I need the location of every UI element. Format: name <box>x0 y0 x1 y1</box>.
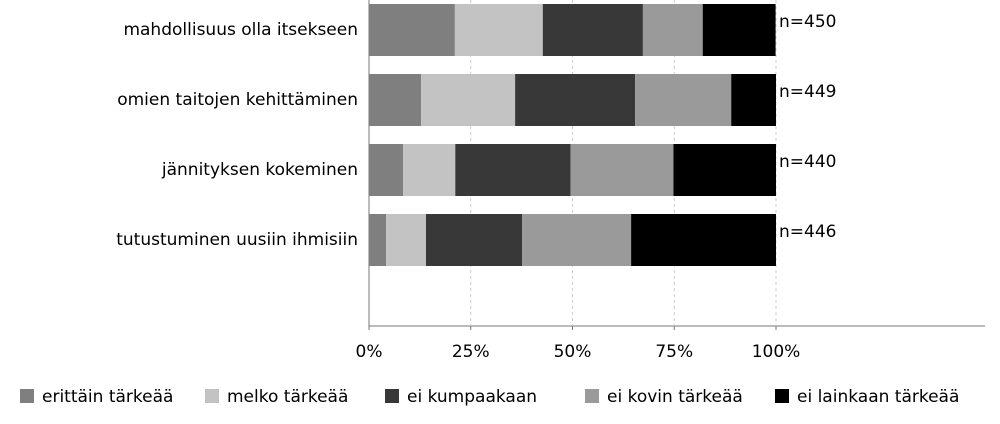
bar-segment <box>454 4 543 56</box>
bar-segment <box>642 4 703 56</box>
legend-label: ei kovin tärkeää <box>607 387 743 407</box>
legend-swatch <box>585 389 599 403</box>
bar-segment <box>673 144 776 196</box>
legend-swatch <box>775 389 789 403</box>
legend-swatch <box>385 389 399 403</box>
category-label: mahdollisuus olla itsekseen <box>123 20 358 40</box>
legend-label: ei kumpaakaan <box>407 387 537 407</box>
n-label: n=450 <box>779 12 836 32</box>
category-label: jännityksen kokeminen <box>161 160 358 180</box>
n-label: n=440 <box>779 152 836 172</box>
x-tick-label: 75% <box>655 342 693 362</box>
legend-label: melko tärkeää <box>227 387 348 407</box>
bar-segment <box>631 214 776 266</box>
bar-segment <box>369 144 404 196</box>
x-tick-label: 50% <box>554 342 592 362</box>
bar-segment <box>731 74 776 126</box>
bar-segment <box>425 214 523 266</box>
legend-swatch <box>20 389 34 403</box>
bar-segment <box>522 214 632 266</box>
x-tick-label: 0% <box>356 342 383 362</box>
bar-segment <box>515 74 636 126</box>
bar-segment <box>369 4 455 56</box>
bar-segment <box>403 144 456 196</box>
category-label: tutustuminen uusiin ihmisiin <box>116 230 358 250</box>
legend-label: erittäin tärkeää <box>42 387 173 407</box>
bar-segment <box>702 4 776 56</box>
bar-segment <box>635 74 732 126</box>
bar-segment <box>542 4 643 56</box>
bar-segment <box>421 74 516 126</box>
legend-swatch <box>205 389 219 403</box>
n-label: n=446 <box>779 222 836 242</box>
x-tick-label: 25% <box>452 342 490 362</box>
bar-segment <box>570 144 674 196</box>
category-label: omien taitojen kehittäminen <box>117 90 358 110</box>
legend-label: ei lainkaan tärkeää <box>797 387 959 407</box>
x-tick-label: 100% <box>752 342 801 362</box>
bar-segment <box>369 214 387 266</box>
bar-segment <box>386 214 426 266</box>
n-label: n=449 <box>779 82 836 102</box>
bar-segment <box>455 144 571 196</box>
bar-segment <box>369 74 422 126</box>
